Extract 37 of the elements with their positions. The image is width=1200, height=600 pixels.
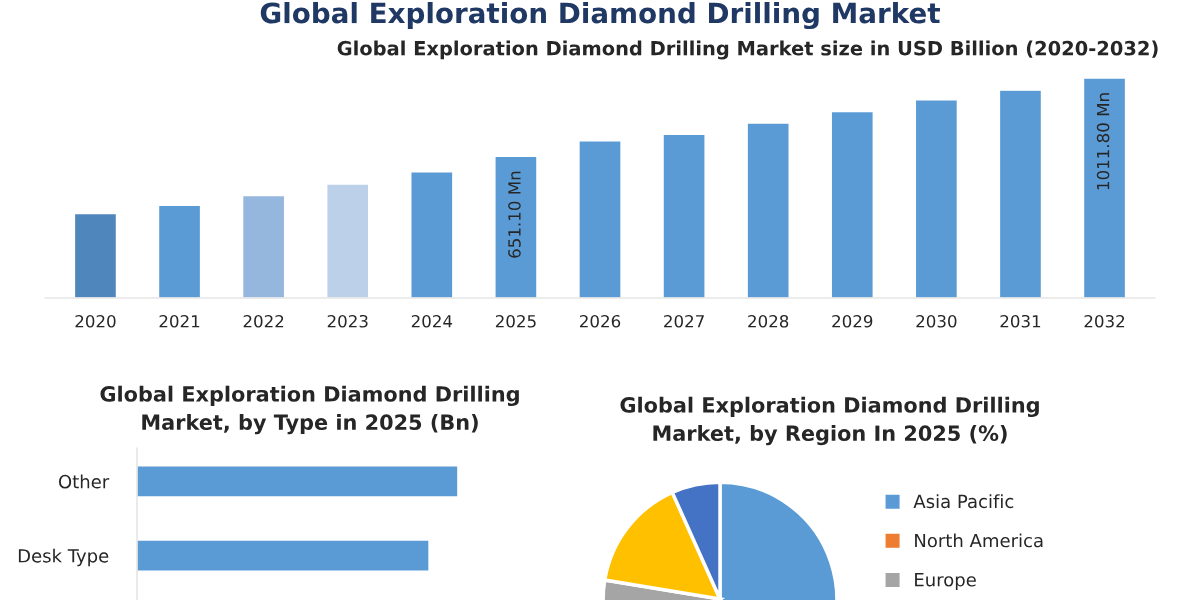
x-tick-label: 2032 xyxy=(1084,314,1125,328)
chart-title: Global Exploration Diamond Drilling Market, by Type in 2025 (Bn) xyxy=(100,385,519,435)
x-tick-label: 2026 xyxy=(580,314,621,328)
bar xyxy=(1082,77,1127,298)
bar xyxy=(157,204,202,298)
x-tick-label: 2028 xyxy=(748,314,789,328)
bar xyxy=(746,122,790,298)
bar xyxy=(241,194,286,298)
x-tick-label: 2027 xyxy=(664,314,704,328)
x-tick-label: 2022 xyxy=(243,314,284,328)
y-tick-label: Other xyxy=(58,474,110,489)
x-tick-label: 2031 xyxy=(1000,314,1041,328)
bar xyxy=(326,183,370,298)
chart-subtitle: Global Exploration Diamond Drilling Market size in USD Billion (2020-2032) xyxy=(337,40,1158,60)
x-tick-label: 2030 xyxy=(916,314,957,328)
x-tick-label: 2020 xyxy=(75,314,116,328)
chart-title: Global Exploration Diamond Drilling Market, by Region In 2025 (%) xyxy=(620,396,1039,446)
x-tick-label: 2029 xyxy=(832,314,873,328)
bar xyxy=(662,133,706,298)
bar xyxy=(410,171,454,298)
bar xyxy=(914,99,959,298)
x-tick-label: 2023 xyxy=(327,314,368,328)
x-tick-label: 2024 xyxy=(411,314,453,328)
x-tick-label: 2021 xyxy=(159,314,200,328)
bar xyxy=(73,212,118,298)
legend-label: North America xyxy=(915,533,1043,548)
chart-title: Global Exploration Diamond Drilling Market xyxy=(260,2,940,30)
legend-label: Asia Pacific xyxy=(913,494,1014,509)
y-tick-label: Desk Type xyxy=(18,548,109,567)
data-label: 1011.80 Mn xyxy=(1096,93,1110,190)
x-tick-label: 2025 xyxy=(495,314,536,328)
bar xyxy=(998,89,1043,298)
legend-label: Europe xyxy=(915,573,976,591)
bar xyxy=(578,140,622,298)
bar xyxy=(494,155,538,298)
data-label: 651.10 Mn xyxy=(508,171,521,258)
bar xyxy=(830,110,874,298)
